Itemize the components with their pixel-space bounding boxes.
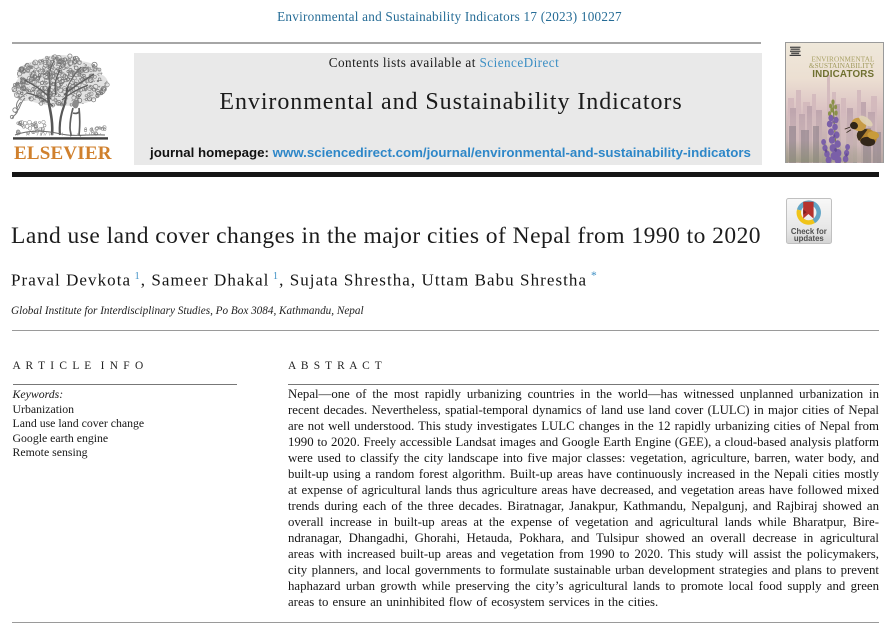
svg-text:INDICATORS: INDICATORS <box>812 69 874 80</box>
svg-text:ENVIRONMENTAL: ENVIRONMENTAL <box>811 56 874 64</box>
svg-text:updates: updates <box>794 234 825 243</box>
svg-text:Check for: Check for <box>791 227 827 236</box>
svg-text:&SUSTAINABILITY: &SUSTAINABILITY <box>809 62 875 70</box>
